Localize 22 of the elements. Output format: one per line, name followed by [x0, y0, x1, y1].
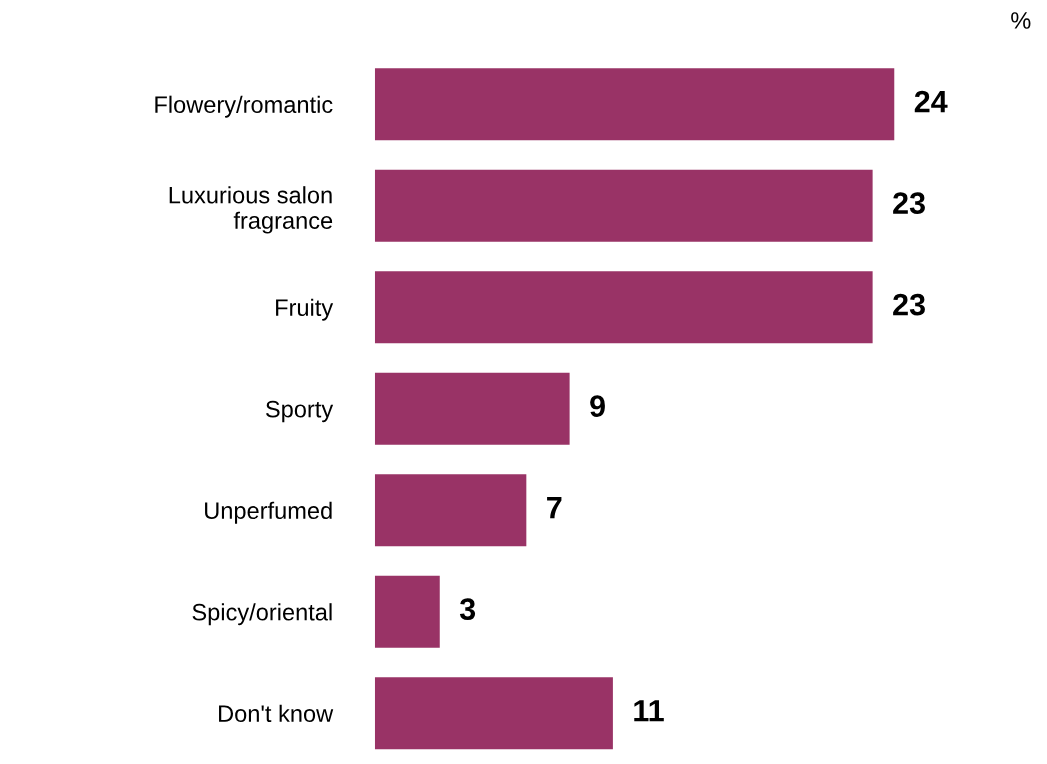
y-tick-label: Sporty [266, 400, 334, 423]
bar [374, 271, 873, 344]
data-label: 3 [459, 598, 476, 620]
data-label: 9 [590, 395, 605, 417]
bar [374, 68, 895, 141]
data-label: 24 [914, 90, 948, 113]
data-label: 23 [893, 192, 925, 214]
bar [374, 169, 873, 242]
y-tick-label: Spicy/oriental [192, 603, 332, 626]
bar [374, 474, 527, 547]
data-label: 7 [547, 497, 562, 519]
y-tick-label: Don't know [219, 704, 334, 723]
y-tick-label: Luxurious salon fragrance [169, 186, 333, 234]
y-tick-label: Fruity [276, 298, 334, 321]
y-tick-label: Unperfumed [205, 501, 332, 524]
text: % [1011, 12, 1031, 29]
data-label: 11 [634, 700, 664, 722]
bar [374, 372, 570, 445]
bar [374, 575, 440, 648]
y-tick-label: Flowery/romantic [155, 95, 333, 118]
bar [374, 677, 613, 750]
data-label: 23 [893, 293, 925, 316]
